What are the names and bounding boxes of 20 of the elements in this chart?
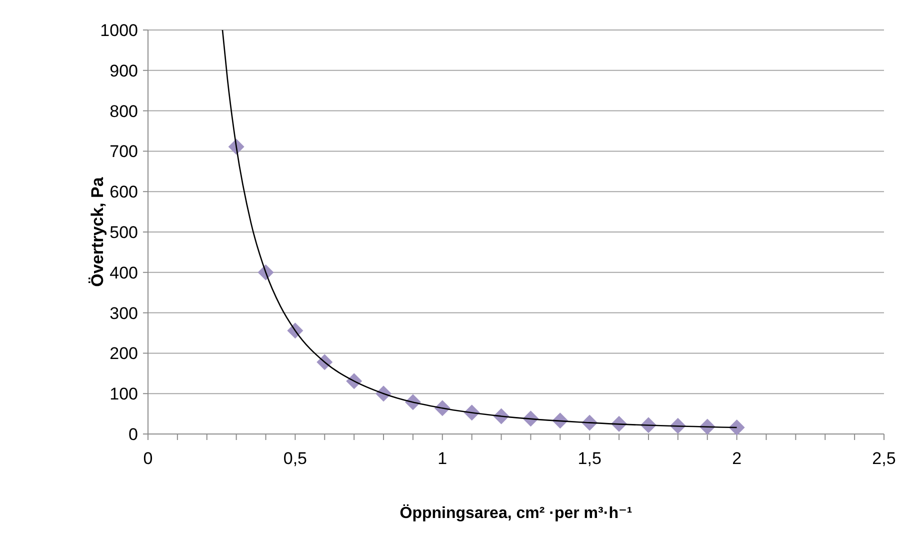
y-tick-label: 200 (110, 344, 138, 364)
y-tick-label: 600 (110, 182, 138, 202)
point (728, 420, 745, 436)
y-tick-label: 500 (110, 222, 138, 242)
y-tick-label: 700 (110, 142, 138, 162)
x-tick-label: 1 (438, 449, 448, 468)
y-tick-label: 900 (110, 61, 138, 80)
y-tick-label: 1000 (100, 20, 138, 40)
y-tick-label: 800 (110, 102, 138, 121)
x-tick-label: 2,5 (872, 449, 896, 468)
x-tick-label: 0,5 (283, 449, 308, 468)
y-axis-title: Övertryck, Pa (88, 176, 107, 287)
y-tick-label: 0 (128, 424, 138, 444)
x-tick-label: 0 (143, 449, 153, 468)
x-tick-label: 2 (732, 449, 742, 468)
y-tick-label: 400 (110, 263, 138, 282)
y-tick-label: 300 (110, 304, 138, 323)
y-tick-label: 100 (110, 384, 138, 404)
x-tick-label: 1,5 (578, 449, 602, 468)
x-axis-title: Öppningsarea, cm² ·per m³·h⁻¹ (400, 504, 632, 522)
